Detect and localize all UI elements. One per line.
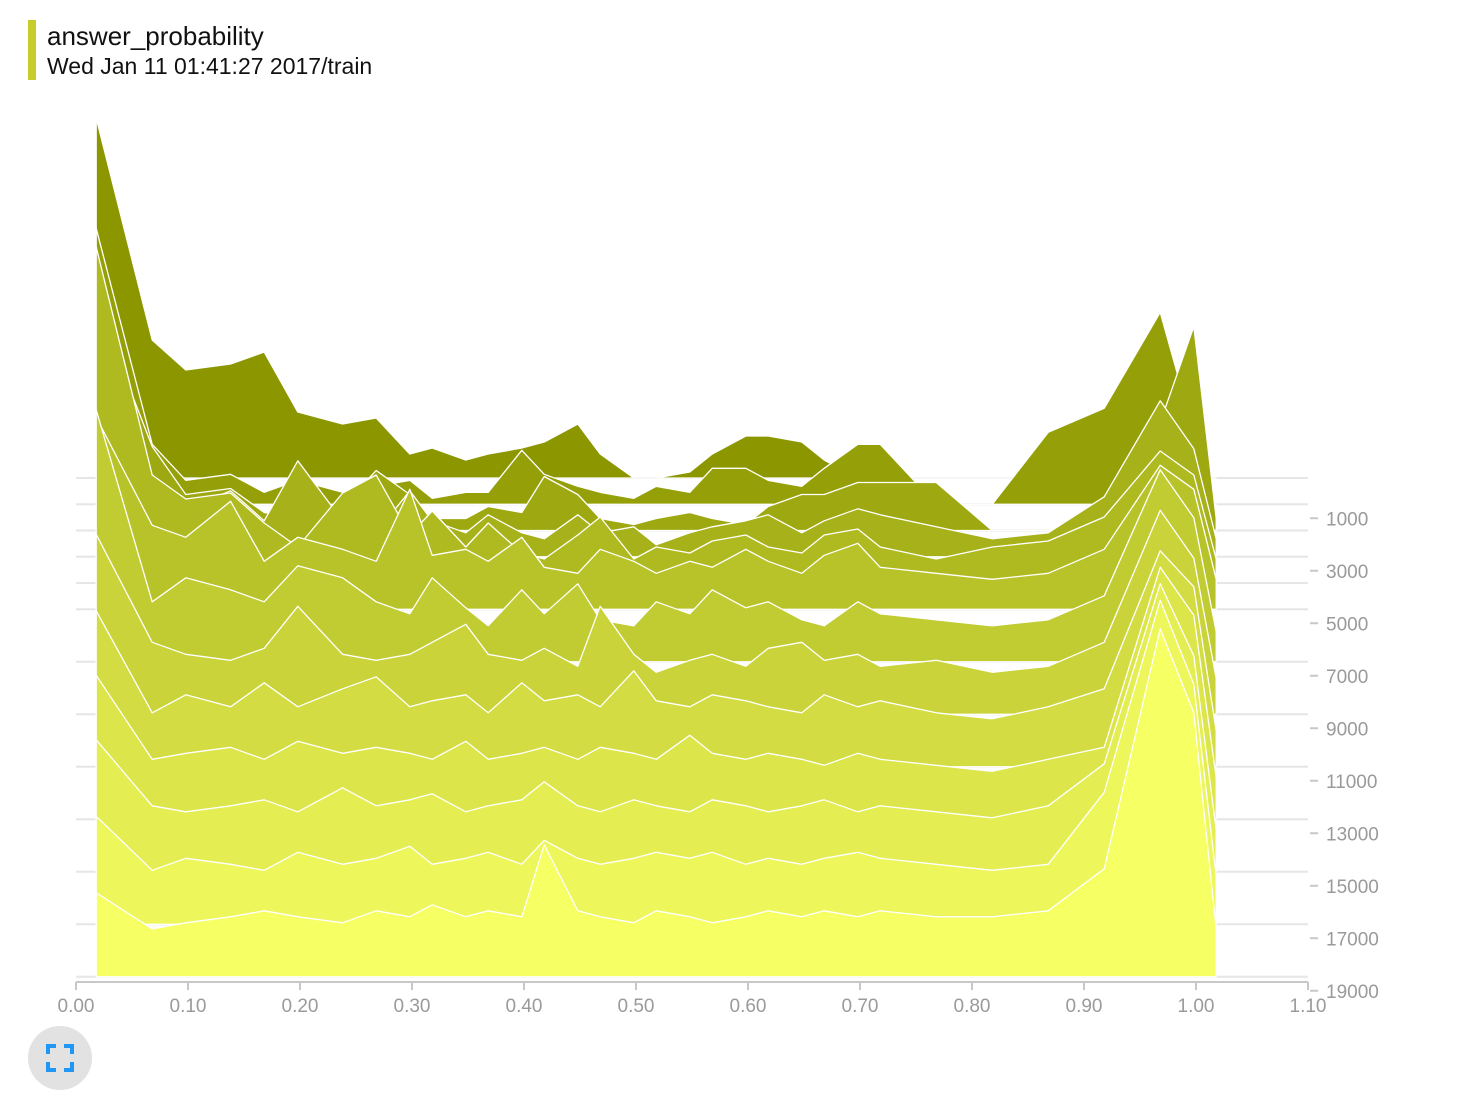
histogram-ridge-step-9000 bbox=[95, 509, 1217, 715]
y-tick-label: 13000 bbox=[1326, 824, 1379, 845]
x-tick-label: 0.30 bbox=[394, 996, 431, 1017]
x-tick-label: 0.00 bbox=[58, 996, 95, 1017]
chart-title: answer_probability bbox=[47, 21, 264, 51]
y-tick-label: 9000 bbox=[1326, 719, 1368, 740]
x-tick-label: 1.10 bbox=[1290, 996, 1327, 1017]
x-tick-label: 1.00 bbox=[1178, 996, 1215, 1017]
y-tick-label: 7000 bbox=[1326, 667, 1368, 688]
x-tick-label: 0.60 bbox=[730, 996, 767, 1017]
y-tick-label: 15000 bbox=[1326, 877, 1379, 898]
y-axis: 1000 3000 5000 7000 9000 11000 13000 15000 17000… bbox=[1310, 509, 1379, 1003]
fullscreen-icon bbox=[46, 1044, 74, 1072]
histogram-ridge-step-11000 bbox=[95, 550, 1217, 768]
histogram-ridge-step-13000 bbox=[95, 566, 1217, 820]
histogram-ridge-step-7000 bbox=[95, 409, 1217, 663]
y-tick-label: 17000 bbox=[1326, 929, 1379, 950]
fullscreen-button[interactable] bbox=[28, 1026, 92, 1090]
x-tick-label: 0.40 bbox=[506, 996, 543, 1017]
x-tick-label: 0.90 bbox=[1066, 996, 1103, 1017]
x-tick-label: 0.10 bbox=[170, 996, 207, 1017]
y-tick-label: 19000 bbox=[1326, 982, 1379, 1003]
y-tick-label: 11000 bbox=[1326, 772, 1377, 793]
x-tick-label: 0.70 bbox=[842, 996, 879, 1017]
histogram-ridge-step-19000 bbox=[95, 628, 1217, 978]
y-tick-label: 3000 bbox=[1326, 562, 1368, 583]
x-tick-label: 0.50 bbox=[618, 996, 655, 1017]
x-tick-label: 0.20 bbox=[282, 996, 319, 1017]
x-tick-label: 0.80 bbox=[954, 996, 991, 1017]
histogram-ridge-step-5000 bbox=[95, 416, 1217, 610]
histogram-ridges bbox=[76, 117, 1308, 978]
y-tick-label: 1000 bbox=[1326, 509, 1368, 530]
card-header: answer_probability Wed Jan 11 01:41:27 2… bbox=[28, 20, 372, 80]
x-axis: 0.00 0.10 0.20 0.30 0.40 0.50 0.60 0.70 0.80 0.90… bbox=[58, 981, 1327, 1017]
run-label: Wed Jan 11 01:41:27 2017/train bbox=[47, 53, 373, 79]
y-tick-label: 5000 bbox=[1326, 614, 1368, 635]
histogram-chart: 0.00 0.10 0.20 0.30 0.40 0.50 0.60 0.70 0.80 0.90… bbox=[58, 117, 1379, 1017]
histogram-ridge-step-0 bbox=[95, 117, 1217, 479]
